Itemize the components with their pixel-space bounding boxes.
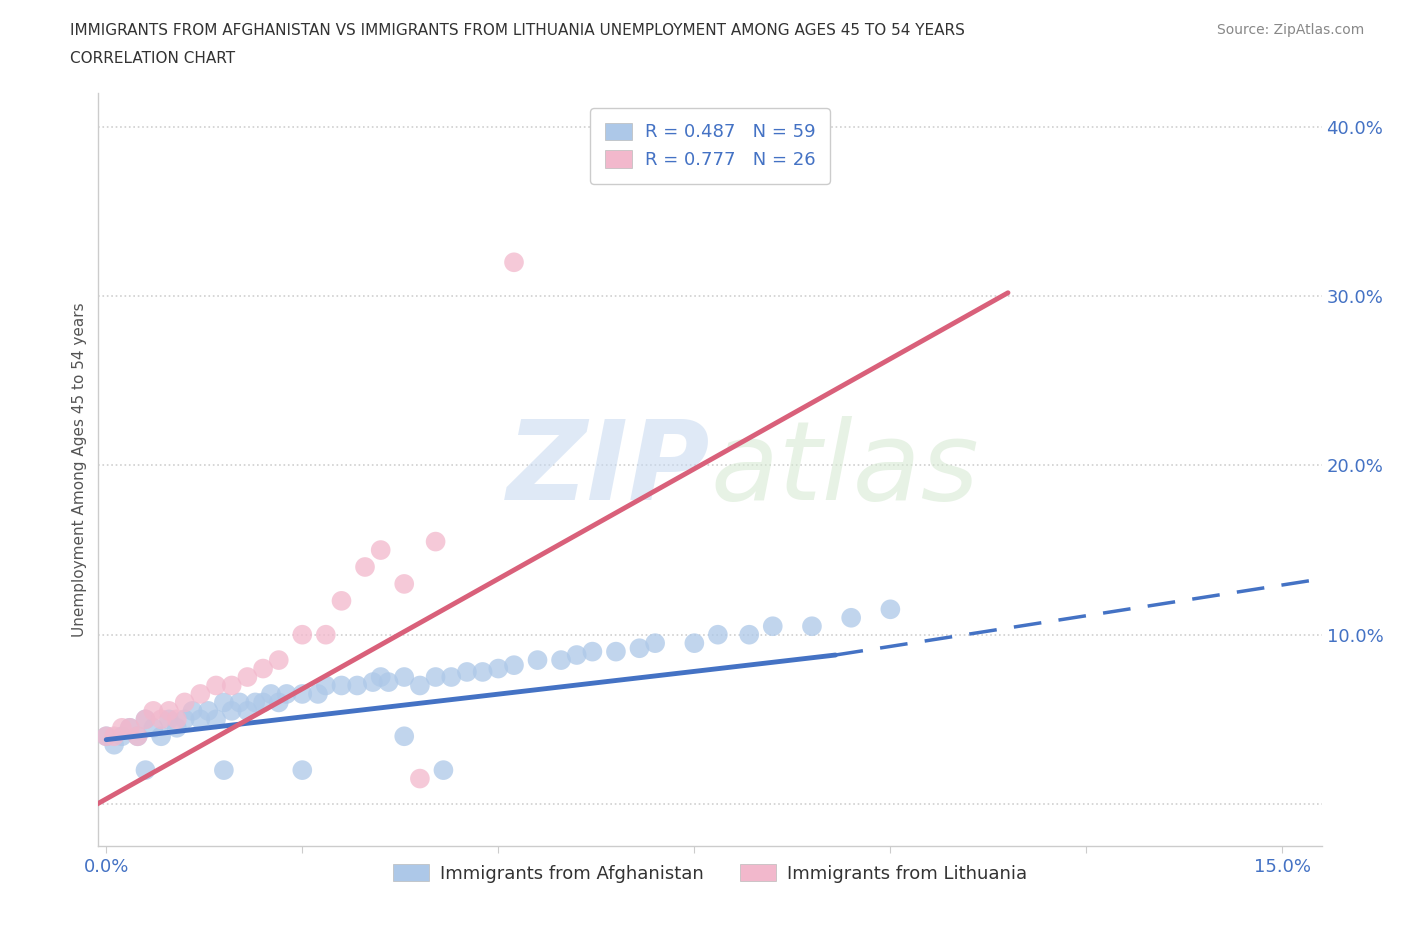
Text: IMMIGRANTS FROM AFGHANISTAN VS IMMIGRANTS FROM LITHUANIA UNEMPLOYMENT AMONG AGES: IMMIGRANTS FROM AFGHANISTAN VS IMMIGRANT… (70, 23, 965, 38)
Text: Source: ZipAtlas.com: Source: ZipAtlas.com (1216, 23, 1364, 37)
Point (221, 703, 243, 718)
Point (315, 627, 337, 642)
Point (228, 695, 250, 710)
Point (315, 678, 337, 693)
Point (526, 653, 548, 668)
Point (118, 721, 141, 736)
Point (738, 627, 761, 642)
Point (111, 721, 134, 736)
Point (879, 602, 901, 617)
Point (628, 641, 651, 656)
Point (440, 670, 463, 684)
Point (683, 636, 706, 651)
Point (276, 686, 298, 701)
Point (605, 644, 627, 659)
Point (157, 711, 180, 726)
Point (370, 670, 392, 684)
Point (456, 665, 478, 680)
Point (486, 661, 509, 676)
Point (503, 255, 526, 270)
Point (392, 577, 415, 591)
Point (291, 763, 314, 777)
Point (550, 653, 572, 668)
Point (166, 711, 188, 726)
Point (346, 678, 368, 693)
Point (409, 771, 432, 786)
Point (127, 729, 149, 744)
Point (103, 729, 125, 744)
Point (181, 703, 204, 718)
Point (252, 695, 274, 710)
Text: CORRELATION CHART: CORRELATION CHART (70, 51, 235, 66)
Point (267, 653, 290, 668)
Point (212, 763, 235, 777)
Point (205, 678, 228, 693)
Point (330, 593, 353, 608)
Point (221, 678, 243, 693)
Point (425, 670, 447, 684)
Point (503, 658, 526, 672)
Point (142, 703, 165, 718)
Point (801, 618, 824, 633)
Point (197, 703, 219, 718)
Point (267, 695, 290, 710)
Point (432, 763, 454, 777)
Point (157, 703, 180, 718)
Point (245, 695, 267, 710)
Point (111, 729, 134, 744)
Point (291, 686, 314, 701)
Point (307, 686, 329, 701)
Point (188, 711, 212, 726)
Point (707, 627, 730, 642)
Point (96, 729, 118, 744)
Point (173, 695, 195, 710)
Point (134, 763, 156, 777)
Point (103, 737, 125, 752)
Point (236, 703, 259, 718)
Point (361, 674, 384, 689)
Point (142, 721, 165, 736)
Point (166, 721, 188, 736)
Text: atlas: atlas (710, 416, 979, 524)
Point (260, 686, 283, 701)
Point (205, 711, 228, 726)
Point (425, 534, 447, 549)
Point (330, 678, 353, 693)
Point (377, 674, 399, 689)
Point (252, 661, 274, 676)
Point (291, 627, 314, 642)
Point (354, 560, 377, 575)
Point (370, 542, 392, 557)
Y-axis label: Unemployment Among Ages 45 to 54 years: Unemployment Among Ages 45 to 54 years (72, 302, 87, 637)
Point (173, 711, 195, 726)
Point (409, 678, 432, 693)
Point (392, 670, 415, 684)
Point (392, 729, 415, 744)
Point (236, 670, 259, 684)
Legend: Immigrants from Afghanistan, Immigrants from Lithuania: Immigrants from Afghanistan, Immigrants … (385, 857, 1035, 890)
Point (762, 618, 785, 633)
Point (134, 711, 156, 726)
Point (150, 729, 173, 744)
Point (188, 686, 212, 701)
Point (644, 636, 666, 651)
Text: ZIP: ZIP (506, 416, 710, 524)
Point (565, 647, 588, 662)
Point (212, 695, 235, 710)
Point (127, 729, 149, 744)
Point (96, 729, 118, 744)
Point (150, 711, 173, 726)
Point (581, 644, 603, 659)
Point (134, 711, 156, 726)
Point (471, 665, 494, 680)
Point (839, 610, 862, 625)
Point (118, 721, 141, 736)
